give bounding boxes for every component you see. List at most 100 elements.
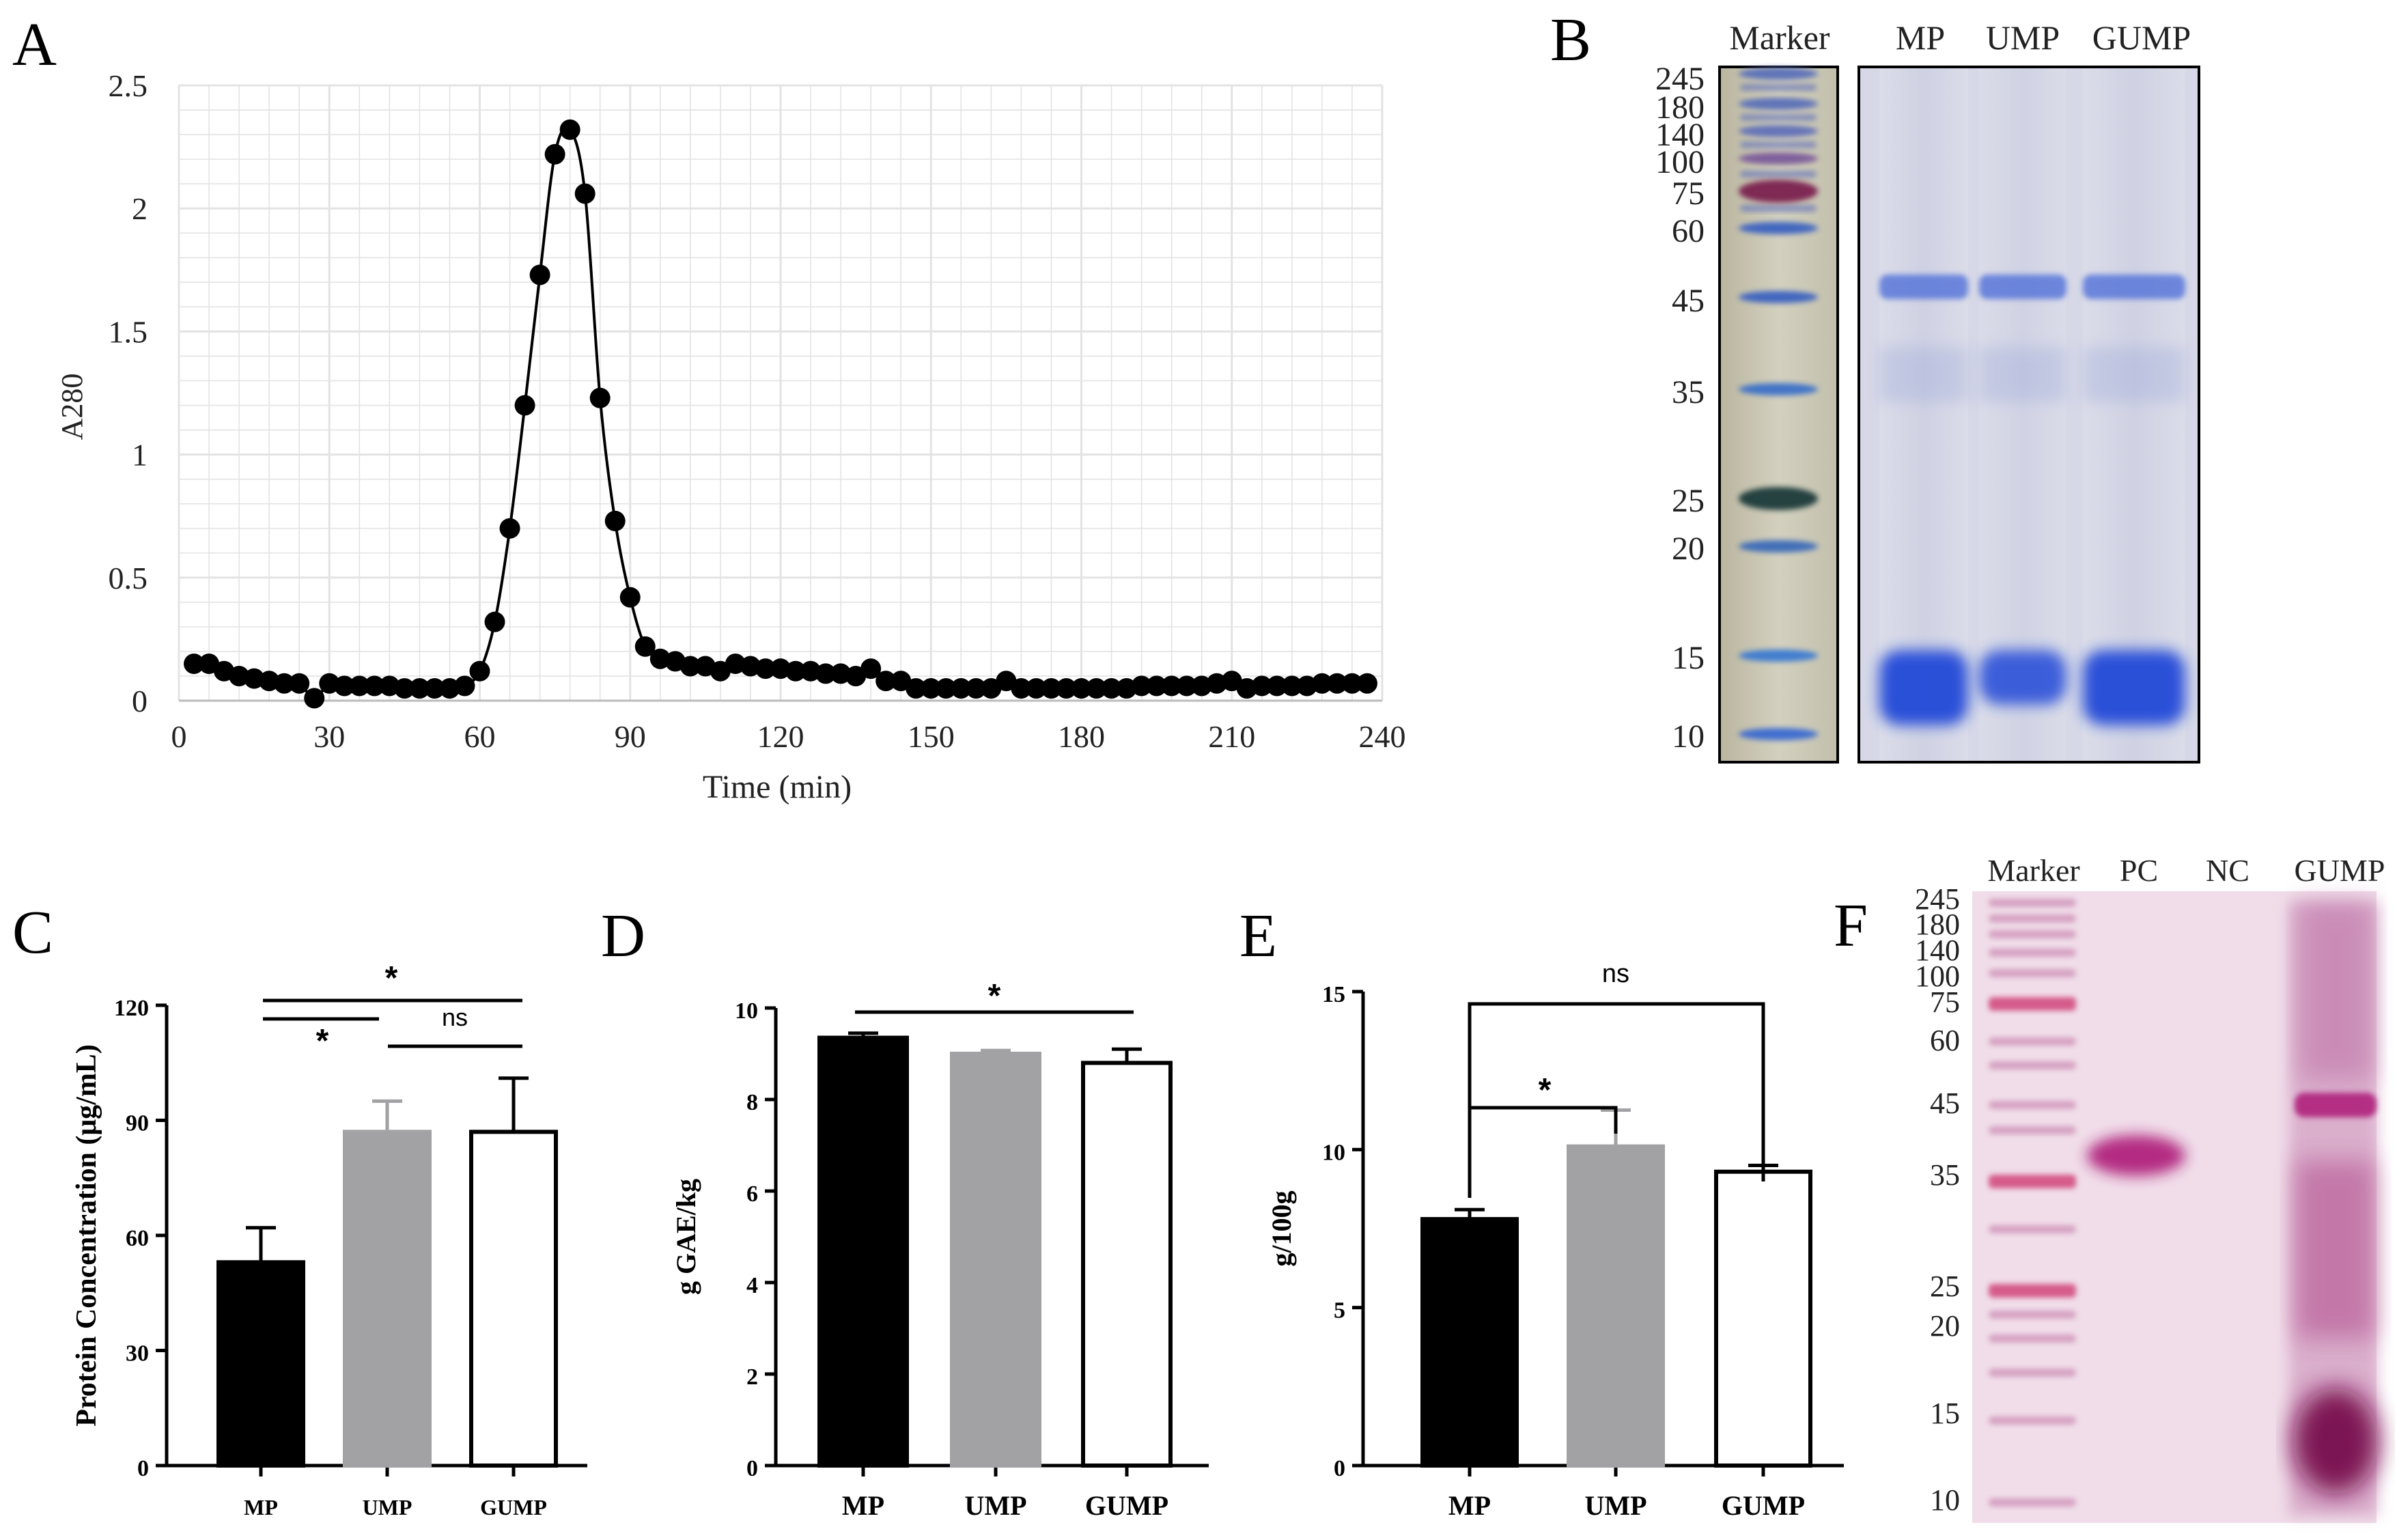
marker-band-20 <box>1739 540 1818 552</box>
significance-bracket <box>1468 1002 1765 1181</box>
sample-band-46kda <box>2083 275 2185 299</box>
mw-label: 45 <box>1672 283 1705 319</box>
data-point <box>469 660 490 682</box>
y-tick-label: 0 <box>132 684 148 718</box>
panel-letter-c: C <box>12 899 53 966</box>
data-point <box>1341 673 1362 694</box>
marker-band <box>1740 114 1817 121</box>
x-tick-label: 0 <box>171 719 187 754</box>
x-tick-label: 180 <box>1058 719 1105 754</box>
marker-band-100 <box>1739 152 1818 165</box>
y-tick-label: 2 <box>746 1364 758 1390</box>
data-point <box>229 665 250 686</box>
gel-f-lane-header-pc: PC <box>2120 853 2158 888</box>
x-tick-label: 120 <box>757 719 804 754</box>
data-point <box>559 119 580 140</box>
data-point <box>379 675 400 697</box>
y-tick-label: 6 <box>746 1181 758 1207</box>
data-point <box>649 648 671 669</box>
gel-b-sample-bands <box>1879 275 2185 725</box>
mw-label: 75 <box>1930 985 1960 1019</box>
category-label: UMP <box>964 1490 1026 1521</box>
marker-band-75 <box>1739 180 1818 203</box>
gel-b-lane-header-mp: MP <box>1896 18 1945 57</box>
category-label: GUMP <box>1722 1490 1805 1521</box>
y-tick-label: 0 <box>1334 1456 1345 1481</box>
mw-label: 45 <box>1930 1087 1960 1120</box>
significance-label: * <box>1539 1072 1552 1108</box>
gel-f-lane-header-gump: GUMP <box>2295 853 2385 888</box>
marker-band <box>1740 205 1817 212</box>
x-tick-label: 90 <box>615 719 646 754</box>
marker-band-140 <box>1739 125 1818 137</box>
data-point <box>1251 675 1272 697</box>
data-point <box>439 677 460 699</box>
marker-band <box>1989 899 2076 907</box>
data-point <box>454 675 475 697</box>
marker-band <box>1989 1101 2076 1109</box>
mw-label: 180 <box>1915 908 1960 941</box>
significance-bracket <box>1468 1106 1618 1198</box>
y-axis-label: g GAE/kg <box>671 1179 701 1295</box>
data-point <box>574 183 595 204</box>
data-point <box>1266 675 1287 697</box>
marker-band-45 <box>1739 291 1818 303</box>
x-tick-label: 60 <box>464 719 496 754</box>
data-point <box>830 663 852 684</box>
marker-band <box>1989 1369 2076 1377</box>
marker-band-60 <box>1739 222 1818 234</box>
data-point <box>725 653 746 674</box>
marker-band <box>1989 1284 2076 1298</box>
data-point <box>274 673 295 694</box>
marker-band <box>1989 1037 2076 1046</box>
data-point <box>514 395 535 416</box>
marker-band-245 <box>1739 68 1818 80</box>
data-point <box>544 143 565 165</box>
bar-gump <box>1081 1061 1173 1468</box>
data-point <box>785 660 807 682</box>
marker-band <box>1989 1416 2076 1425</box>
data-point <box>394 677 415 699</box>
marker-band <box>1989 1311 2076 1319</box>
data-point <box>1191 675 1212 697</box>
sample-band-smear <box>1879 347 1968 402</box>
marker-band-35 <box>1739 383 1818 395</box>
mw-label: 20 <box>1930 1309 1960 1343</box>
mw-label: 25 <box>1930 1270 1960 1303</box>
data-point <box>1026 677 1047 699</box>
pc-band-38kda <box>2087 1135 2185 1176</box>
data-point <box>860 658 882 680</box>
y-tick-label: 2.5 <box>109 68 148 103</box>
data-point <box>484 611 505 632</box>
gel-f-lane-header-marker: Marker <box>1987 853 2079 888</box>
data-point <box>1146 675 1167 697</box>
bar-ump <box>1567 1144 1665 1468</box>
data-point <box>875 671 897 692</box>
mw-label: 25 <box>1672 483 1705 519</box>
data-point <box>1101 677 1122 699</box>
mw-label: 100 <box>1655 144 1705 180</box>
sample-band-12kda <box>1879 650 1968 725</box>
sample-band-smear <box>1979 347 2066 402</box>
polyphenol-content-chart: 0 2 4 6 8 10 MP UMP GUMP g GAE/kg * <box>671 978 1209 1521</box>
data-point <box>951 677 972 699</box>
sample-band-46kda <box>1979 275 2066 299</box>
data-point <box>184 653 205 674</box>
chart-a-x-axis-label: Time (min) <box>703 769 852 805</box>
marker-band <box>1989 1126 2076 1134</box>
chart-a-tick-labels: 0 30 60 90 120 150 180 210 240 0 0.5 1 1.5 2 2.5 <box>109 68 1406 754</box>
category-label: GUMP <box>480 1495 547 1520</box>
data-point <box>1056 677 1077 699</box>
y-tick-label: 8 <box>746 1090 758 1115</box>
y-axis-label: Protein Concentration (μg/mL) <box>71 1044 102 1427</box>
gel-f-bands <box>1989 899 2378 1507</box>
protein-concentration-chart: 0 30 60 90 120 MP UMP GUMP Protein Concentration… <box>71 960 587 1520</box>
sample-band-smear <box>2083 347 2185 402</box>
chart-a-grid <box>178 84 1384 702</box>
gump-upper-smear <box>2300 901 2372 1079</box>
mw-label: 140 <box>1655 117 1705 153</box>
marker-band <box>1989 1175 2076 1188</box>
data-point <box>1131 675 1152 697</box>
